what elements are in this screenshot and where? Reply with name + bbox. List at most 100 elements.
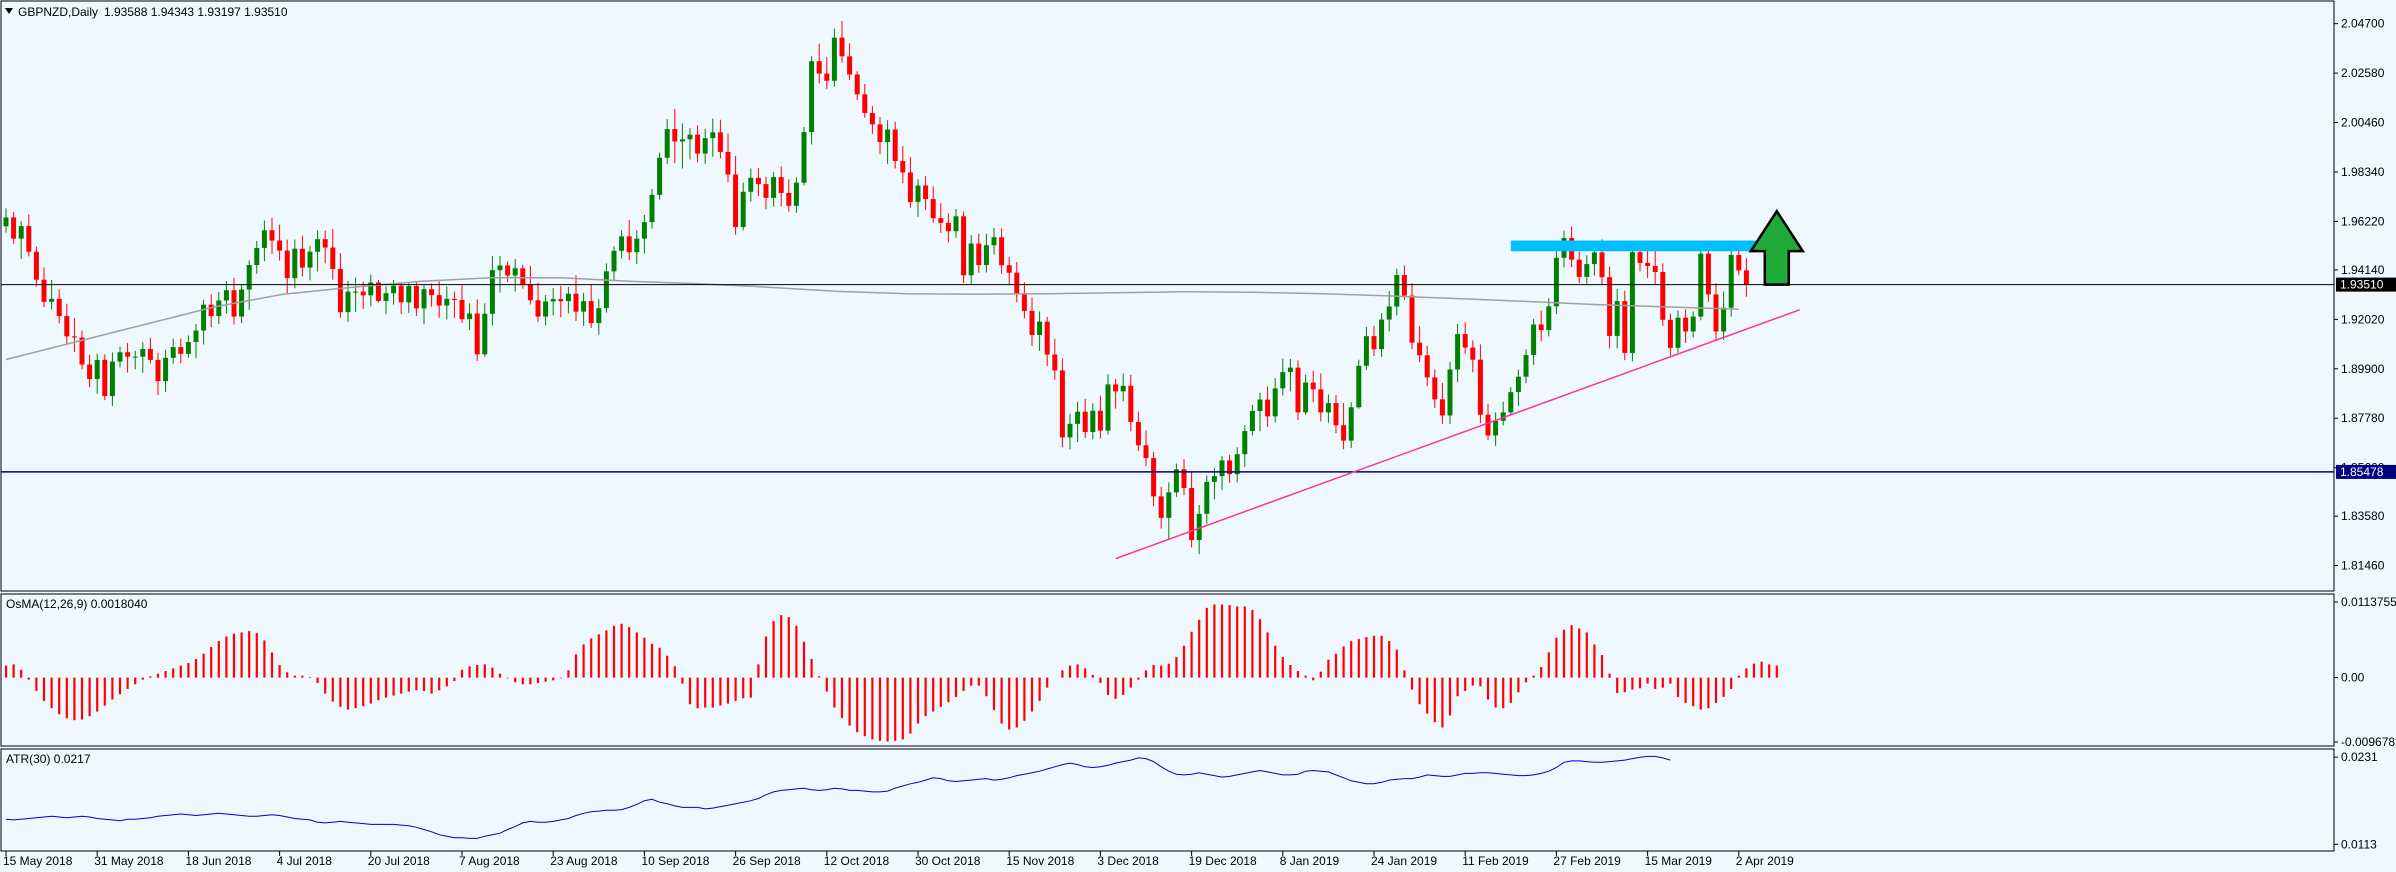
candle-body xyxy=(603,271,609,309)
time-tick-label: 15 Nov 2018 xyxy=(1006,854,1074,868)
candle-body xyxy=(451,298,457,300)
candle-body xyxy=(1204,481,1210,514)
time-tick-label: 24 Jan 2019 xyxy=(1371,854,1437,868)
candle-body xyxy=(3,217,9,227)
candle-body xyxy=(1736,254,1742,271)
time-tick-label: 10 Sep 2018 xyxy=(641,854,709,868)
price-panel[interactable]: 2.04700 2.02580 2.00460 1.98340 1.96220 1.941… xyxy=(0,0,2396,592)
time-tick-label: 3 Dec 2018 xyxy=(1097,854,1159,868)
candle-body xyxy=(664,129,670,158)
candle-body xyxy=(132,356,138,358)
candle-body xyxy=(1325,403,1331,413)
candle-body xyxy=(1645,262,1651,266)
candle-body xyxy=(1090,410,1096,432)
price-tick-label: 2.00460 xyxy=(2341,116,2385,130)
candle-body xyxy=(953,216,959,232)
candle-body xyxy=(178,347,184,354)
candle-body xyxy=(1477,359,1483,415)
candle-body xyxy=(254,247,260,266)
candle-body xyxy=(535,300,541,317)
atr-tick-label: 0.0231 xyxy=(2341,750,2378,764)
atr-title: ATR(30) 0.0217 xyxy=(6,752,91,766)
candle-body xyxy=(725,151,731,175)
candle-body xyxy=(360,291,366,296)
candle-body xyxy=(1553,257,1559,307)
candle-body xyxy=(1690,316,1696,332)
atr-panel[interactable]: 0.0231 0.0113 ATR(30) 0.0217 xyxy=(0,748,2378,852)
candle-body xyxy=(1280,372,1286,389)
candle-body xyxy=(945,222,951,232)
osma-histogram xyxy=(4,604,1778,742)
candle-body xyxy=(444,298,450,306)
candle-body xyxy=(968,243,974,276)
candle-body xyxy=(1196,513,1202,540)
candle-body xyxy=(1637,252,1643,263)
candle-body xyxy=(345,291,351,313)
candle-body xyxy=(558,299,564,302)
candle-body xyxy=(315,239,321,252)
candle-body xyxy=(885,129,891,143)
candle-body xyxy=(596,308,602,324)
candle-body xyxy=(847,56,853,75)
candle-body xyxy=(474,313,480,355)
osma-tick-label: 0.0113755 xyxy=(2341,595,2396,609)
resistance-zone[interactable] xyxy=(1510,240,1762,252)
candle-body xyxy=(938,218,944,223)
candle-body xyxy=(771,177,777,198)
candle-body xyxy=(147,348,153,360)
current-price-label-bg xyxy=(2336,277,2396,292)
candle-body xyxy=(239,289,245,317)
candle-body xyxy=(839,37,845,57)
candle-body xyxy=(877,124,883,143)
candle-body xyxy=(854,74,860,95)
candle-body xyxy=(1333,403,1339,426)
up-arrow-icon[interactable] xyxy=(1748,208,1806,286)
candle-body xyxy=(398,285,404,303)
time-tick-label: 2 Apr 2019 xyxy=(1736,854,1794,868)
time-tick-label: 12 Oct 2018 xyxy=(824,854,890,868)
price-tick-label: 1.87780 xyxy=(2341,411,2385,425)
candle-body xyxy=(999,237,1005,266)
candle-body xyxy=(1021,293,1027,311)
candle-body xyxy=(930,199,936,219)
osma-panel[interactable]: 0.0113755 0.00 -0.0096782 OsMA(12,26,9) 0.… xyxy=(0,593,2396,749)
osma-axis: 0.0113755 0.00 -0.0096782 xyxy=(2334,595,2396,749)
candle-body xyxy=(436,295,442,306)
candle-body xyxy=(1265,399,1271,417)
candle-body xyxy=(1173,469,1179,493)
candle-body xyxy=(41,279,47,302)
ohlc-values: 1.93588 1.94343 1.93197 1.93510 xyxy=(104,5,288,19)
trendline[interactable] xyxy=(1115,309,1800,560)
candle-body xyxy=(778,177,784,193)
candle-body xyxy=(649,194,655,223)
candle-body xyxy=(1158,496,1164,518)
candle-body xyxy=(983,245,989,266)
candle-body xyxy=(1629,252,1635,353)
candle-body xyxy=(1082,411,1088,432)
time-tick-label: 20 Jul 2018 xyxy=(368,854,430,868)
candle-body xyxy=(1105,384,1111,431)
candle-body xyxy=(1660,272,1666,320)
time-axis: 15 May 2018 31 May 2018 18 Jun 2018 4 Jul 2… xyxy=(3,851,1794,868)
triangle-down-icon[interactable] xyxy=(5,8,13,14)
candle-body xyxy=(1531,324,1537,356)
candle-body xyxy=(1181,469,1187,488)
candle-body xyxy=(383,293,389,301)
candle-body xyxy=(1075,411,1081,424)
candle-body xyxy=(1052,354,1058,371)
candle-body xyxy=(1287,367,1293,373)
candle-body xyxy=(375,282,381,301)
candle-body xyxy=(1135,421,1141,446)
candle-body xyxy=(702,138,708,154)
candle-body xyxy=(1295,367,1301,413)
time-tick-label: 31 May 2018 xyxy=(94,854,164,868)
candle-body xyxy=(1591,252,1597,265)
candle-body xyxy=(1705,253,1711,295)
candle-body xyxy=(672,129,678,142)
candle-body xyxy=(1166,492,1172,518)
time-tick-label: 11 Feb 2019 xyxy=(1462,854,1529,868)
candle-body xyxy=(56,298,62,317)
candle-body xyxy=(1363,336,1369,366)
price-tick-label: 1.83580 xyxy=(2341,509,2385,523)
candle-body xyxy=(1379,319,1385,350)
